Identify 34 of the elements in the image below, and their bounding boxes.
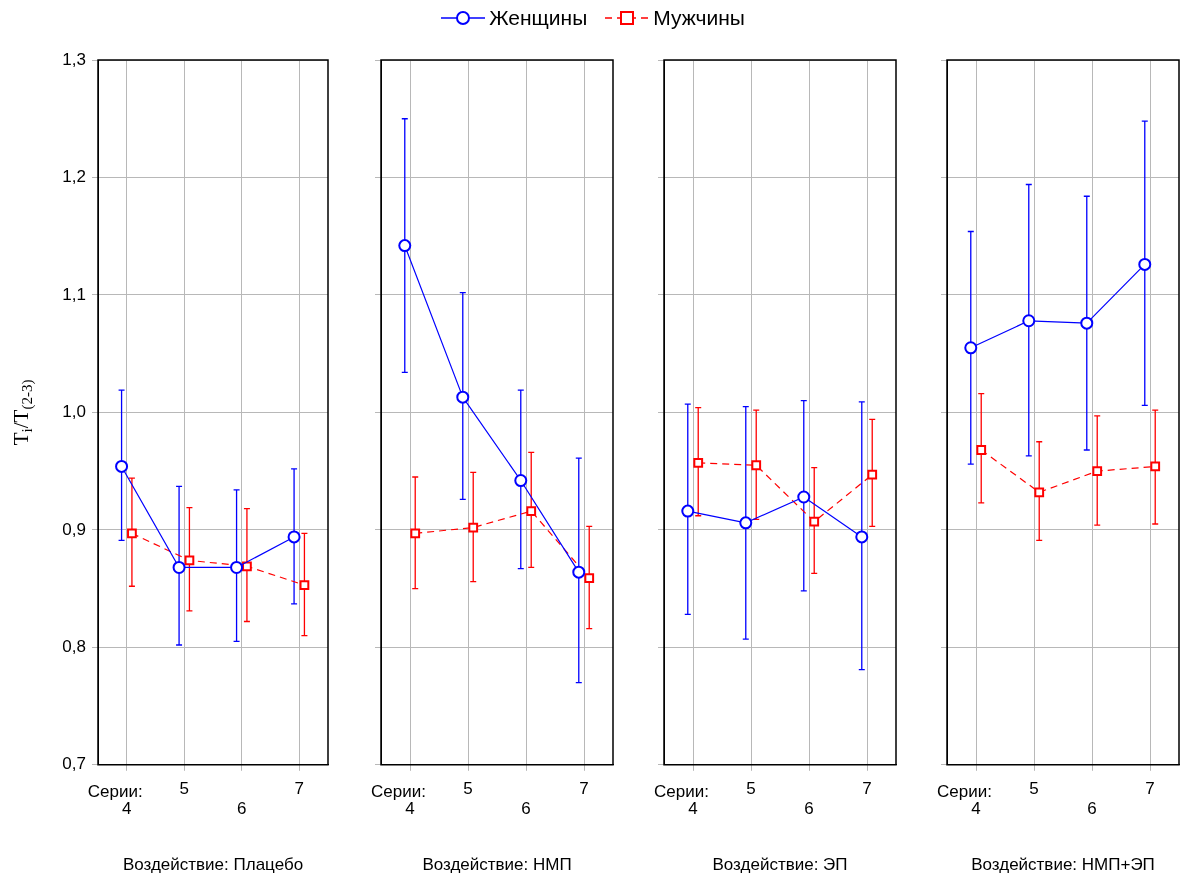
y-tick-label: 0,7 xyxy=(62,754,86,774)
x-tick-label: 4 xyxy=(122,799,132,819)
x-tick-label: 6 xyxy=(237,799,247,819)
x-tick-label: 4 xyxy=(971,799,981,819)
text: Серии: xyxy=(937,782,992,802)
y-tick-label: 1,3 xyxy=(62,49,86,69)
x-axis-title: Воздействие: ЭП xyxy=(712,855,848,875)
legend-label: Мужчины xyxy=(653,6,745,30)
x-tick-label: 7 xyxy=(294,778,304,798)
x-tick-label: 5 xyxy=(746,778,756,798)
y-axis-title: Ti/T(2-3) xyxy=(8,379,37,446)
x-tick-label: 6 xyxy=(804,799,814,819)
text: Серии: xyxy=(371,782,426,802)
text: Серии: xyxy=(87,782,143,802)
legend-label: Женщины xyxy=(489,6,588,30)
x-tick-label: 6 xyxy=(1087,799,1097,819)
x-tick-label: 5 xyxy=(1029,778,1039,798)
x-tick-label: 7 xyxy=(579,778,589,798)
x-axis-title: Воздействие: НМП+ЭП xyxy=(971,855,1155,875)
x-tick-label: 5 xyxy=(463,778,473,798)
x-tick-label: 4 xyxy=(688,799,698,819)
y-tick-label: 1,0 xyxy=(62,402,86,422)
y-tick-label: 1,1 xyxy=(62,284,86,304)
x-tick-label: 4 xyxy=(405,799,415,819)
y-tick-label: 0,8 xyxy=(62,637,86,657)
x-tick-label: 5 xyxy=(179,778,189,798)
x-tick-label: 6 xyxy=(521,799,531,819)
x-tick-label: 7 xyxy=(1145,778,1155,798)
x-tick-label: 7 xyxy=(862,778,872,798)
y-tick-label: 1,2 xyxy=(62,167,86,187)
text: Серии: xyxy=(654,782,709,802)
x-axis-title: Воздействие: Плацебо xyxy=(122,855,304,875)
x-axis-title: Воздействие: НМП xyxy=(422,855,572,875)
y-tick-label: 0,9 xyxy=(62,519,86,539)
